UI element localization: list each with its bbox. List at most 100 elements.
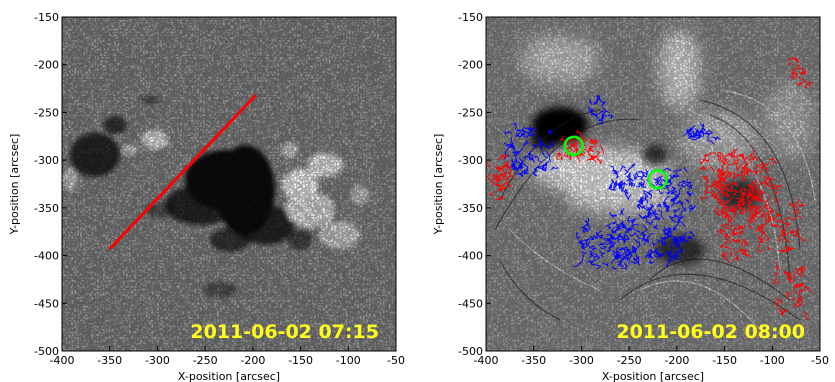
contour-segment: [648, 253, 652, 259]
contour-segment: [673, 207, 681, 214]
footpoint-circles: [563, 135, 669, 190]
contour-segment: [586, 156, 593, 162]
contour-segment: [655, 176, 663, 186]
contour-segment: [653, 178, 660, 182]
contour-segment: [730, 148, 738, 158]
contour-segment: [787, 247, 795, 252]
contour-segment: [688, 184, 693, 191]
contour-segment: [686, 191, 695, 197]
contour-segment: [649, 203, 655, 209]
contour-segment: [597, 242, 605, 247]
y-tick-label: -200: [458, 59, 483, 72]
contour-segment: [595, 231, 604, 239]
contour-segment: [617, 232, 622, 243]
contour-segment: [783, 269, 791, 275]
contour-segment: [718, 228, 723, 236]
contour-segment: [793, 56, 799, 63]
contour-segment: [505, 180, 511, 187]
contour-segment: [780, 309, 784, 314]
contour-segment: [788, 202, 796, 208]
contour-segment: [743, 162, 748, 170]
contour-segment: [725, 207, 737, 213]
euv-image: [486, 17, 820, 351]
contour-segment: [737, 207, 744, 214]
contour-segment: [496, 177, 508, 183]
contour-segment: [650, 247, 659, 253]
contour-segment: [762, 213, 772, 223]
contour-segment: [643, 192, 649, 199]
contour-segment: [497, 165, 506, 173]
contour-segment: [625, 175, 632, 182]
contour-segment: [632, 174, 638, 181]
contour-segment: [798, 283, 805, 287]
x-tick-label: -300: [145, 354, 170, 367]
contour-segment: [674, 172, 680, 178]
contour-segment: [725, 234, 729, 241]
contour-segment: [541, 164, 547, 172]
contour-segment: [569, 140, 574, 152]
contour-segment: [612, 180, 617, 191]
contour-segment: [768, 206, 775, 212]
y-tick-label: -400: [34, 250, 59, 263]
contour-segment: [651, 241, 657, 247]
contour-segment: [644, 248, 653, 259]
y-tick-label: -350: [458, 202, 483, 215]
contour-segment: [546, 129, 553, 136]
contour-segment: [673, 214, 685, 220]
contour-segment: [542, 163, 547, 170]
contour-segment: [572, 148, 579, 154]
magnetic-contours: [486, 56, 814, 320]
contour-segment: [638, 204, 649, 211]
contour-segment: [589, 145, 597, 153]
contour-segment: [714, 181, 722, 190]
contour-segment: [711, 189, 718, 200]
contour-segment: [632, 246, 638, 252]
contour-segment: [640, 180, 645, 186]
contour-segment: [508, 184, 512, 189]
contour-segment: [727, 215, 733, 223]
contour-segment: [736, 204, 748, 214]
contour-segment: [631, 223, 640, 229]
contour-segment: [745, 167, 750, 177]
contour-segment: [614, 223, 620, 234]
contour-segment: [672, 236, 683, 244]
contour-segment: [711, 136, 721, 141]
contour-segment: [717, 157, 727, 162]
contour-segment: [722, 160, 729, 166]
contour-segment: [716, 155, 725, 161]
contour-segment: [636, 182, 643, 188]
contour-segment: [709, 166, 715, 174]
contour-segment: [531, 143, 538, 150]
contour-segment: [542, 166, 548, 171]
contour-segment: [786, 292, 791, 298]
contour-segment: [673, 168, 682, 172]
contour-segment: [663, 225, 668, 232]
contour-segment: [639, 196, 644, 204]
contour-segment: [756, 244, 763, 252]
contour-segment: [588, 99, 593, 106]
y-tick-label: -200: [34, 59, 59, 72]
contour-segment: [686, 179, 693, 188]
contour-segment: [521, 126, 530, 134]
contour-segment: [784, 237, 790, 244]
contour-segment: [667, 227, 673, 235]
contour-segment: [774, 271, 779, 276]
contour-segment: [670, 195, 679, 207]
contour-segment: [791, 68, 799, 77]
contour-segment: [616, 247, 619, 254]
contour-segment: [493, 173, 498, 179]
contour-segment: [607, 239, 615, 249]
contour-segment: [746, 192, 753, 199]
contour-segment: [789, 229, 795, 235]
contour-segment: [787, 62, 792, 66]
contour-segment: [589, 251, 593, 258]
contour-segment: [623, 233, 630, 243]
contour-segment: [642, 214, 648, 222]
x-tick-label: -150: [288, 354, 313, 367]
contour-segment: [770, 187, 775, 190]
contour-segment: [510, 165, 516, 171]
contour-segment: [610, 232, 614, 240]
contour-segment: [784, 221, 792, 226]
contour-segment: [619, 222, 629, 231]
